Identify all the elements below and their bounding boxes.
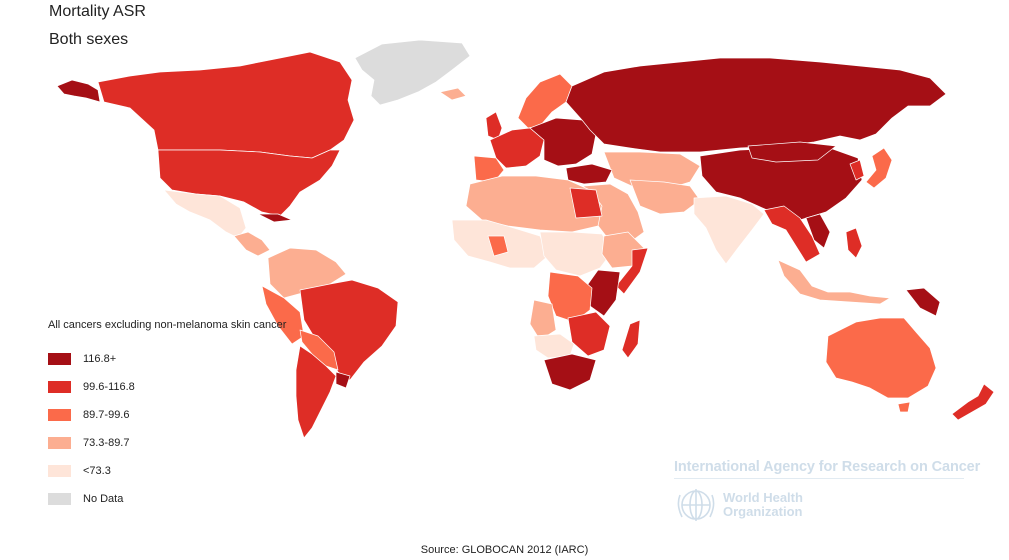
region-egypt[interactable] <box>569 187 603 219</box>
region-canada[interactable] <box>97 51 355 159</box>
legend-item[interactable]: 99.6-116.8 <box>48 373 286 401</box>
region-south-africa[interactable] <box>543 353 597 391</box>
legend-swatch <box>48 465 71 477</box>
region-russia[interactable] <box>565 57 947 153</box>
who-logo: World Health Organization <box>674 485 874 525</box>
iarc-logo-text: International Agency for Research on Can… <box>674 459 980 479</box>
map-subtitle: Both sexes <box>49 31 129 48</box>
region-cuba[interactable] <box>257 213 293 223</box>
region-central-africa[interactable] <box>539 231 613 277</box>
region-somalia[interactable] <box>615 247 649 295</box>
region-iran[interactable] <box>629 179 701 215</box>
region-korea[interactable] <box>849 159 865 181</box>
region-central-asia[interactable] <box>603 151 701 191</box>
region-indonesia[interactable] <box>777 259 891 305</box>
region-angola[interactable] <box>529 299 557 341</box>
legend-label: No Data <box>83 493 124 505</box>
legend-item[interactable]: 73.3-89.7 <box>48 429 286 457</box>
region-turkey[interactable] <box>565 163 613 185</box>
region-madagascar[interactable] <box>621 319 641 359</box>
who-line-1: World Health <box>723 490 803 505</box>
region-greenland[interactable] <box>354 39 471 106</box>
region-bolivia[interactable] <box>299 329 339 371</box>
region-japan[interactable] <box>865 147 893 189</box>
legend-item[interactable]: 89.7-99.6 <box>48 401 286 429</box>
legend-label: 116.8+ <box>83 353 117 365</box>
region-mozambique[interactable] <box>567 311 611 357</box>
legend-swatch <box>48 437 71 449</box>
region-tasmania[interactable] <box>897 401 911 413</box>
who-emblem-icon <box>677 489 715 521</box>
legend-swatch <box>48 493 71 505</box>
region-philippines[interactable] <box>845 227 863 259</box>
region-argentina[interactable] <box>295 345 337 439</box>
region-ghana-area[interactable] <box>487 235 509 257</box>
region-central-america[interactable] <box>233 231 271 257</box>
legend-item[interactable]: No Data <box>48 485 286 513</box>
who-logo-text: World Health Organization <box>723 491 803 519</box>
region-iceland[interactable] <box>439 87 467 101</box>
source-note: Source: GLOBOCAN 2012 (IARC) <box>420 544 589 556</box>
region-australia[interactable] <box>825 317 937 399</box>
region-uruguay[interactable] <box>335 371 351 389</box>
region-kenya-tanzania[interactable] <box>587 269 621 317</box>
region-southeast-asia[interactable] <box>763 205 821 263</box>
region-south-america-north[interactable] <box>267 247 347 299</box>
region-alaska[interactable] <box>56 79 101 103</box>
map-title: Mortality ASR <box>49 3 146 20</box>
legend-title: All cancers excluding non-melanoma skin … <box>48 319 287 331</box>
legend-item[interactable]: 116.8+ <box>48 345 286 373</box>
legend-label: 89.7-99.6 <box>83 409 130 421</box>
region-eastern-europe[interactable] <box>529 117 597 167</box>
map-legend: All cancers excluding non-melanoma skin … <box>48 319 286 513</box>
legend-swatch <box>48 381 71 393</box>
legend-label: 99.6-116.8 <box>83 381 135 393</box>
region-uk[interactable] <box>485 111 503 141</box>
legend-label: <73.3 <box>83 465 111 477</box>
region-vietnam[interactable] <box>805 213 831 249</box>
region-peru[interactable] <box>261 285 305 345</box>
region-western-europe[interactable] <box>489 127 545 169</box>
region-mongolia[interactable] <box>747 141 837 163</box>
region-iberia[interactable] <box>473 155 505 183</box>
region-png[interactable] <box>905 287 941 317</box>
legend-swatch <box>48 353 71 365</box>
iarc-who-logo: International Agency for Research on Can… <box>674 459 980 527</box>
region-new-zealand[interactable] <box>951 383 995 421</box>
who-line-2: Organization <box>723 504 803 519</box>
legend-swatch <box>48 409 71 421</box>
legend-label: 73.3-89.7 <box>83 437 130 449</box>
region-india[interactable] <box>693 195 765 265</box>
region-southern-africa[interactable] <box>533 333 575 359</box>
legend-item[interactable]: <73.3 <box>48 457 286 485</box>
